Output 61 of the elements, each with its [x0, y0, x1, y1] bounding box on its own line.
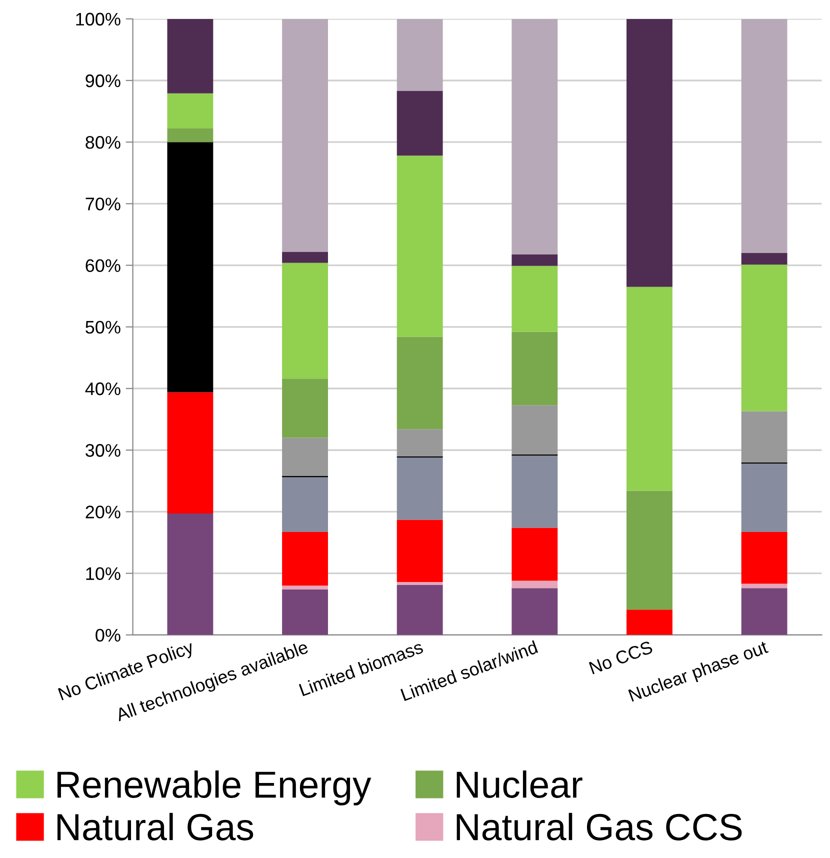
bar: [167, 18, 214, 94]
bar: [167, 392, 214, 514]
bar: [396, 90, 443, 156]
bar: [396, 458, 443, 520]
bar: [282, 532, 328, 586]
bar: [396, 429, 443, 456]
y-tick-label: 90%: [86, 74, 120, 88]
bar: [396, 585, 443, 635]
bar: [167, 128, 214, 142]
legend-label: Nuclear: [456, 770, 582, 798]
y-tick-label: 100%: [76, 12, 120, 26]
bar: [512, 254, 558, 266]
bar: [396, 18, 443, 91]
bar: [282, 18, 328, 252]
bar: [282, 586, 328, 590]
bar: [626, 490, 672, 610]
bar: [282, 477, 328, 532]
bar: [626, 18, 672, 287]
bar: [741, 588, 788, 635]
bar: [282, 378, 328, 438]
bar: [512, 588, 558, 635]
bar: [512, 456, 558, 528]
bar: [167, 142, 214, 392]
bar: [741, 264, 788, 412]
bar: [512, 528, 558, 581]
bar: [741, 464, 788, 532]
bar: [396, 582, 443, 586]
bar: [741, 18, 788, 253]
legend-label: Natural Gas: [57, 812, 254, 840]
bar: [626, 286, 672, 491]
bar: [396, 156, 443, 337]
bar: [512, 332, 558, 406]
bar: [282, 262, 328, 379]
y-tick-label: 50%: [86, 320, 120, 334]
bar: [282, 589, 328, 635]
y-tick-label: 40%: [85, 382, 120, 396]
y-tick-label: 80%: [86, 136, 120, 149]
bar: [512, 18, 558, 254]
y-tick-label: 20%: [86, 506, 120, 518]
y-tick-label: 60%: [86, 259, 120, 272]
bar: [396, 520, 443, 582]
bar: [282, 252, 328, 263]
x-tick-label: No CCS: [588, 640, 654, 674]
y-tick-label: 10%: [86, 567, 120, 580]
y-tick-label: 70%: [86, 198, 120, 210]
legend-label: Renewable Energy: [57, 770, 372, 806]
bar: [512, 266, 558, 332]
bar: [512, 580, 558, 588]
bar: [282, 438, 328, 476]
bar: [741, 252, 788, 265]
bar: [167, 514, 214, 635]
bar: [626, 610, 672, 635]
bar: [396, 336, 443, 430]
bar: [741, 584, 788, 588]
bar: [741, 532, 788, 584]
bar: [167, 93, 214, 129]
legend-label: Natural Gas CCS: [456, 812, 742, 840]
bar: [741, 411, 788, 462]
y-tick-label: 30%: [86, 444, 120, 457]
y-tick-label: 0%: [96, 628, 120, 642]
bar: [512, 405, 558, 454]
